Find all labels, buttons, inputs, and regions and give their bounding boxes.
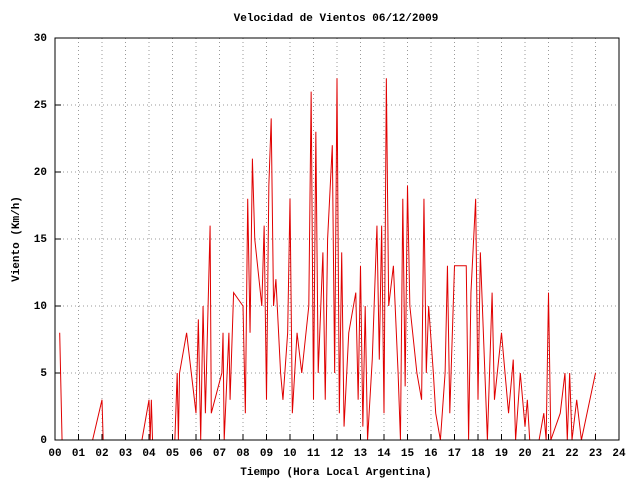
data-line xyxy=(59,78,596,441)
y-tick-label: 20 xyxy=(34,167,47,179)
y-tick-label: 30 xyxy=(34,33,47,45)
y-tick-label: 0 xyxy=(40,435,47,447)
x-tick-label: 17 xyxy=(448,448,461,460)
x-tick-label: 13 xyxy=(354,448,368,460)
y-tick-label: 25 xyxy=(34,100,48,112)
x-tick-label: 09 xyxy=(260,448,273,460)
chart-title: Velocidad de Vientos 06/12/2009 xyxy=(234,13,439,25)
plot-border xyxy=(54,37,620,441)
x-tick-label: 12 xyxy=(330,448,343,460)
x-tick-label: 11 xyxy=(307,448,321,460)
x-tick-label: 23 xyxy=(589,448,603,460)
y-axis-label: Viento (Km/h) xyxy=(11,196,23,282)
x-tick-label: 10 xyxy=(283,448,296,460)
x-tick-label: 21 xyxy=(542,448,556,460)
x-tick-label: 06 xyxy=(189,448,202,460)
x-tick-label: 15 xyxy=(401,448,415,460)
x-tick-label: 16 xyxy=(424,448,437,460)
x-tick-label: 20 xyxy=(518,448,531,460)
x-tick-label: 18 xyxy=(471,448,485,460)
y-tick-label: 15 xyxy=(34,234,48,246)
x-tick-label: 08 xyxy=(236,448,250,460)
x-tick-label: 04 xyxy=(142,448,156,460)
y-tick-label: 10 xyxy=(34,301,47,313)
x-tick-label: 05 xyxy=(166,448,180,460)
x-tick-label: 14 xyxy=(377,448,391,460)
x-tick-label: 22 xyxy=(565,448,578,460)
x-tick-label: 07 xyxy=(213,448,226,460)
x-tick-label: 24 xyxy=(612,448,626,460)
x-tick-label: 02 xyxy=(95,448,108,460)
x-tick-label: 19 xyxy=(495,448,508,460)
y-tick-label: 5 xyxy=(40,368,47,380)
x-tick-label: 03 xyxy=(119,448,133,460)
x-tick-label: 00 xyxy=(48,448,61,460)
x-axis-label: Tiempo (Hora Local Argentina) xyxy=(240,467,431,479)
x-tick-label: 01 xyxy=(72,448,86,460)
